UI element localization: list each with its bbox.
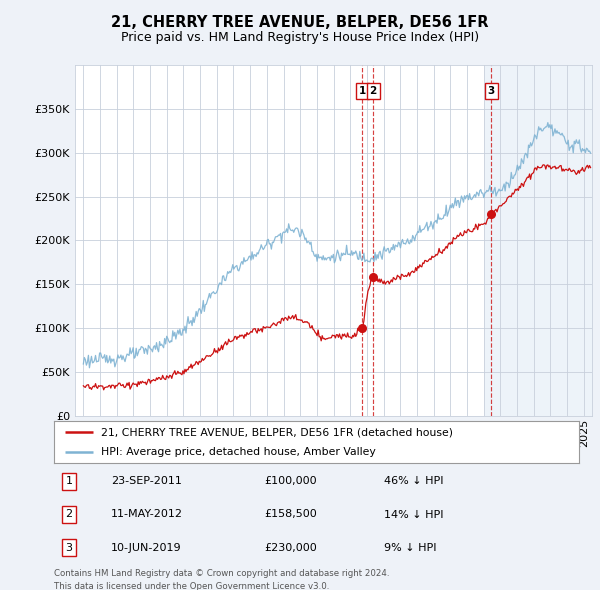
Text: 10-JUN-2019: 10-JUN-2019: [111, 543, 182, 552]
Text: 2: 2: [370, 86, 377, 96]
Text: 21, CHERRY TREE AVENUE, BELPER, DE56 1FR (detached house): 21, CHERRY TREE AVENUE, BELPER, DE56 1FR…: [101, 427, 453, 437]
Text: 1: 1: [65, 477, 73, 486]
Text: HPI: Average price, detached house, Amber Valley: HPI: Average price, detached house, Ambe…: [101, 447, 376, 457]
Text: 1: 1: [359, 86, 366, 96]
Text: This data is licensed under the Open Government Licence v3.0.: This data is licensed under the Open Gov…: [54, 582, 329, 590]
Text: 46% ↓ HPI: 46% ↓ HPI: [384, 477, 443, 486]
Text: 14% ↓ HPI: 14% ↓ HPI: [384, 510, 443, 519]
Text: 23-SEP-2011: 23-SEP-2011: [111, 477, 182, 486]
Text: 3: 3: [487, 86, 495, 96]
Text: £230,000: £230,000: [264, 543, 317, 552]
Bar: [484, 65, 592, 416]
Text: 21, CHERRY TREE AVENUE, BELPER, DE56 1FR: 21, CHERRY TREE AVENUE, BELPER, DE56 1FR: [111, 15, 489, 30]
Text: £158,500: £158,500: [264, 510, 317, 519]
Text: 11-MAY-2012: 11-MAY-2012: [111, 510, 183, 519]
Text: 3: 3: [65, 543, 73, 552]
Text: 9% ↓ HPI: 9% ↓ HPI: [384, 543, 437, 552]
Text: Contains HM Land Registry data © Crown copyright and database right 2024.: Contains HM Land Registry data © Crown c…: [54, 569, 389, 578]
Text: Price paid vs. HM Land Registry's House Price Index (HPI): Price paid vs. HM Land Registry's House …: [121, 31, 479, 44]
Text: £100,000: £100,000: [264, 477, 317, 486]
Text: 2: 2: [65, 510, 73, 519]
